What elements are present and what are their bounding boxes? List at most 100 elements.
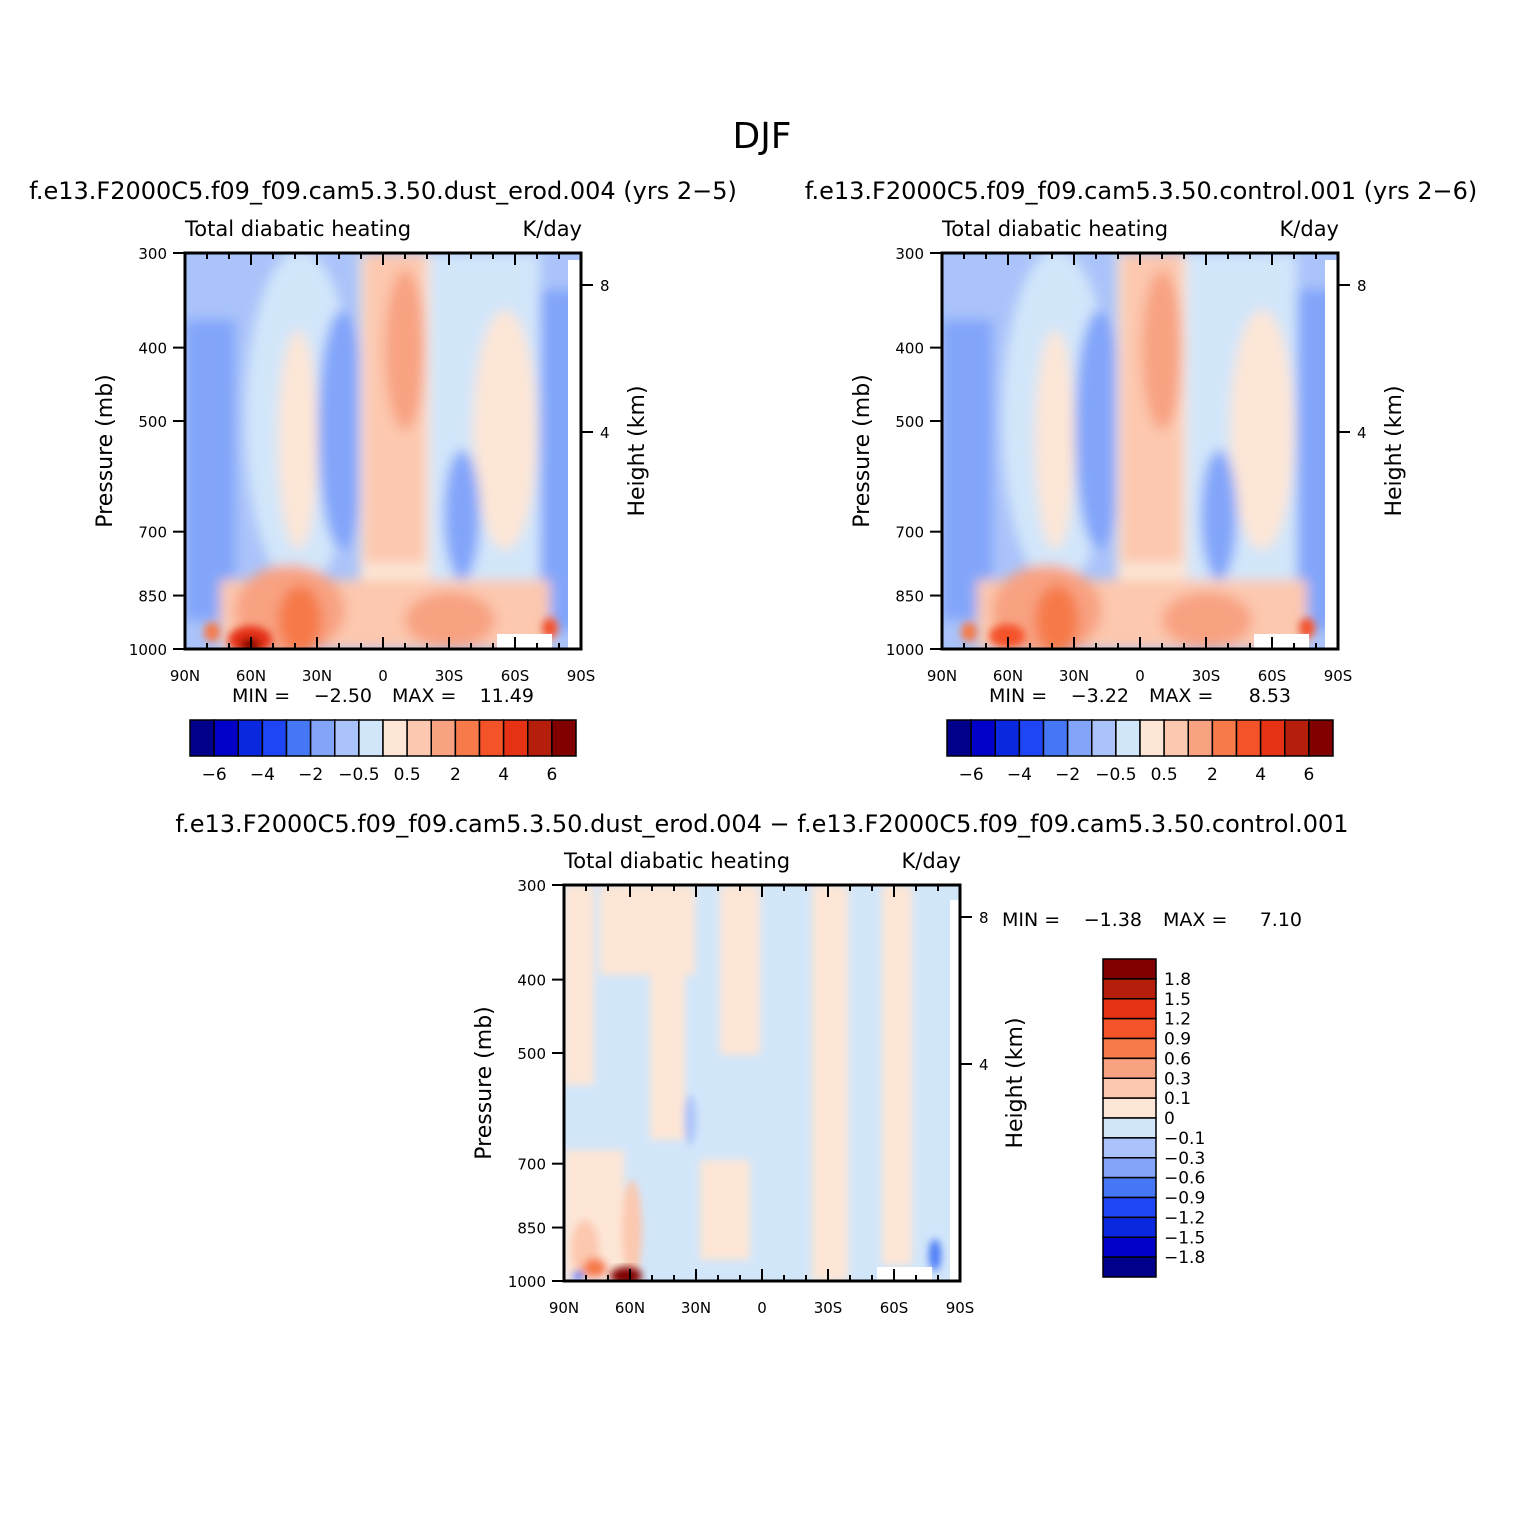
- colorbar-label: 0: [1164, 1109, 1175, 1129]
- x-tick-label: 90S: [946, 1299, 975, 1317]
- right-axis-label: Height (km): [1382, 385, 1407, 516]
- colorbar-label: −0.6: [1164, 1169, 1205, 1189]
- right-axis-label: Height (km): [1003, 1017, 1028, 1148]
- colorbar-label: −0.5: [338, 765, 379, 785]
- field-region: [278, 585, 322, 649]
- colorbar-swatch: [1042, 719, 1069, 757]
- y-tick-label: 300: [517, 877, 546, 895]
- field-region: [610, 1267, 642, 1281]
- colorbar-label: 2: [450, 765, 461, 785]
- colorbar-swatch: [1102, 1097, 1157, 1119]
- field-region: [405, 592, 495, 648]
- field-region: [961, 622, 977, 642]
- frame-group: 90N 60N 30N 0 30S 60S 90S 300 400 500 700 850 1000: [508, 877, 974, 1317]
- x-tick-label: 90N: [549, 1299, 579, 1317]
- x-tick-label: 0: [378, 667, 388, 685]
- colorbar-label: 4: [1255, 765, 1266, 785]
- y-ticks: 300 400 500 700 850 1000: [886, 245, 942, 659]
- x-tick-label: 30N: [1059, 667, 1089, 685]
- colorbar-label: 0.1: [1164, 1089, 1191, 1109]
- right-axis-label: Height (km): [625, 385, 650, 516]
- colorbar-label: −1.2: [1164, 1208, 1205, 1228]
- colorbar-swatch: [1211, 719, 1238, 757]
- colorbar-swatch: [1102, 1057, 1157, 1079]
- x-tick-label: 90N: [170, 667, 200, 685]
- field-region: [1142, 270, 1182, 430]
- colorbar-label: 0.3: [1164, 1069, 1191, 1089]
- colorbar-label: 6: [1303, 765, 1314, 785]
- y-tick-label: 850: [138, 588, 167, 606]
- frame-group: 90N 60N 30N 0 30S 60S 90S 300 400 500 700 850 1000: [129, 245, 595, 685]
- field-region: [1035, 585, 1079, 649]
- right-tick-label-4: 4: [1357, 424, 1367, 442]
- field-region: [929, 1239, 941, 1271]
- missing-data-patch: [568, 260, 581, 649]
- min-label: MIN =: [989, 685, 1047, 707]
- field-region: [444, 450, 480, 580]
- max-label: MAX =: [1149, 685, 1213, 707]
- right-tick-label-4: 4: [979, 1056, 989, 1074]
- colorbar-swatch: [1102, 978, 1157, 1000]
- field-region: [650, 900, 685, 1140]
- colorbar-swatch: [478, 719, 505, 757]
- x-tick-label: 90S: [1324, 667, 1353, 685]
- colorbar-swatch: [946, 719, 972, 757]
- colorbar-swatch: [1102, 1256, 1157, 1278]
- field-region: [1201, 450, 1237, 580]
- colorbar-swatch: [1235, 719, 1262, 757]
- colorbar-label: −0.1: [1164, 1129, 1205, 1149]
- colorbar-swatch: [261, 719, 288, 757]
- colorbar-label: 2: [1207, 765, 1218, 785]
- heatmap-field: [564, 885, 960, 1281]
- y-axis-label: Pressure (mb): [472, 1006, 497, 1160]
- field-region: [700, 1160, 750, 1260]
- y-ticks: 300 400 500 700 850 1000: [129, 245, 185, 659]
- y-tick-label: 400: [138, 340, 167, 358]
- missing-data-patch: [1254, 634, 1309, 649]
- field-region: [1299, 618, 1315, 638]
- colorbar-swatch: [994, 719, 1021, 757]
- colorbar-swatch: [1139, 719, 1165, 757]
- colorbar-label: −6: [959, 765, 984, 785]
- field-region: [572, 1271, 584, 1281]
- colorbar-swatch: [1066, 719, 1093, 757]
- colorbar-swatch: [1102, 1196, 1157, 1219]
- max-label: MAX =: [392, 685, 456, 707]
- colorbar-label: −6: [202, 765, 227, 785]
- left-title: Total diabatic heating: [941, 217, 1168, 241]
- colorbar-swatch: [1102, 1236, 1157, 1258]
- figure-title: DJF: [732, 116, 791, 157]
- colorbar-label: −1.8: [1164, 1248, 1205, 1268]
- colorbar-swatch: [454, 719, 481, 757]
- colorbar-label: −2: [1055, 765, 1080, 785]
- min-value: −2.50: [314, 685, 372, 707]
- colorbar-label: −2: [298, 765, 323, 785]
- colorbar-label: −0.3: [1164, 1149, 1205, 1169]
- field-region: [1162, 592, 1252, 648]
- max-label: MAX =: [1163, 909, 1227, 931]
- case-title: f.e13.F2000C5.f09_f09.cam5.3.50.dust_ero…: [29, 177, 737, 205]
- panel-control: f.e13.F2000C5.f09_f09.cam5.3.50.control.…: [805, 177, 1478, 785]
- missing-data-patch: [950, 900, 960, 1281]
- y-tick-label: 400: [517, 972, 546, 990]
- left-title: Total diabatic heating: [563, 849, 790, 873]
- colorbar-label: 6: [546, 765, 557, 785]
- colorbar-swatch: [1102, 1037, 1157, 1060]
- colorbar-swatch: [1187, 719, 1214, 757]
- heatmap-field: [185, 253, 581, 649]
- field-region: [278, 330, 318, 550]
- colorbar-label: 1.2: [1164, 1010, 1191, 1030]
- colorbar-swatch: [1102, 1157, 1157, 1179]
- field-region: [564, 885, 594, 1085]
- colorbar-label: 1.8: [1164, 970, 1191, 990]
- colorbar-swatch: [237, 719, 264, 757]
- min-value: −3.22: [1071, 685, 1129, 707]
- max-value: 8.53: [1249, 685, 1291, 707]
- colorbar-swatch: [1308, 719, 1334, 757]
- right-tick-label-8: 8: [1357, 277, 1367, 295]
- panel-diff: f.e13.F2000C5.f09_f09.cam5.3.50.dust_ero…: [175, 810, 1348, 1317]
- colorbar-swatch: [358, 719, 384, 757]
- max-value: 11.49: [480, 685, 534, 707]
- right-title: K/day: [523, 217, 582, 241]
- right-title: K/day: [1280, 217, 1339, 241]
